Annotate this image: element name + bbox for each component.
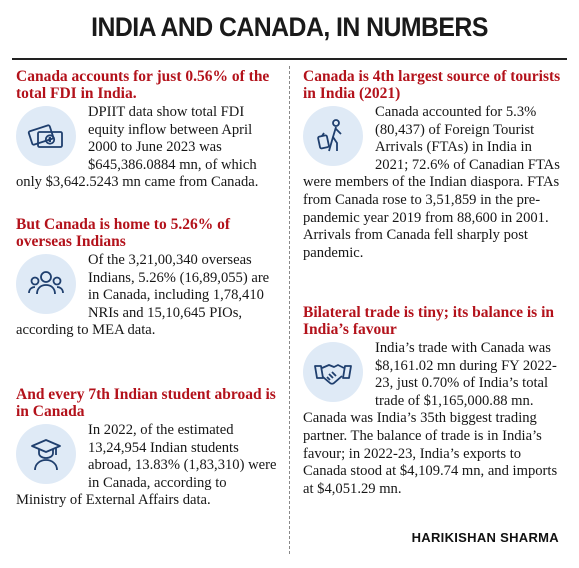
- traveller-icon: [303, 106, 363, 166]
- handshake-icon: [303, 342, 363, 402]
- section-tourists: Canada is 4th largest source of tourists…: [303, 68, 567, 304]
- section-trade: Bilateral trade is tiny; its balance is …: [303, 304, 567, 498]
- section-body: Of the 3,21,00,340 overseas Indians, 5.2…: [16, 252, 278, 340]
- money-icon: [16, 106, 76, 166]
- right-column: Canada is 4th largest source of tourists…: [303, 68, 567, 498]
- section-text: DPIIT data show total FDI equity inflow …: [16, 104, 259, 191]
- column-divider: [289, 66, 290, 554]
- section-heading: But Canada is home to 5.26% of overseas …: [16, 216, 231, 250]
- section-text: In 2022, of the estimated 13,24,954 Indi…: [16, 422, 277, 509]
- section-heading: Bilateral trade is tiny; its balance is …: [303, 304, 555, 338]
- section-heading: Canada accounts for just 0.56% of the to…: [16, 68, 270, 102]
- byline: HARIKISHAN SHARMA: [411, 530, 559, 545]
- section-students: And every 7th Indian student abroad is i…: [16, 386, 278, 510]
- page-title: INDIA AND CANADA, IN NUMBERS: [91, 12, 488, 42]
- section-text: Of the 3,21,00,340 overseas Indians, 5.2…: [16, 252, 270, 339]
- section-body: In 2022, of the estimated 13,24,954 Indi…: [16, 422, 278, 510]
- section-body: Canada accounted for 5.3% (80,437) of Fo…: [303, 104, 567, 262]
- section-text: India’s trade with Canada was $8,161.02 …: [303, 340, 558, 497]
- section-body: India’s trade with Canada was $8,161.02 …: [303, 340, 567, 498]
- section-heading: And every 7th Indian student abroad is i…: [16, 386, 276, 420]
- section-heading: Canada is 4th largest source of tourists…: [303, 68, 561, 102]
- section-body: DPIIT data show total FDI equity inflow …: [16, 104, 278, 192]
- graduate-icon: [16, 424, 76, 484]
- section-fdi: Canada accounts for just 0.56% of the to…: [16, 68, 278, 216]
- title-rule: [12, 58, 567, 60]
- section-overseas: But Canada is home to 5.26% of overseas …: [16, 216, 278, 386]
- left-column: Canada accounts for just 0.56% of the to…: [16, 68, 278, 510]
- people-group-icon: [16, 254, 76, 314]
- section-text: Canada accounted for 5.3% (80,437) of Fo…: [303, 104, 560, 261]
